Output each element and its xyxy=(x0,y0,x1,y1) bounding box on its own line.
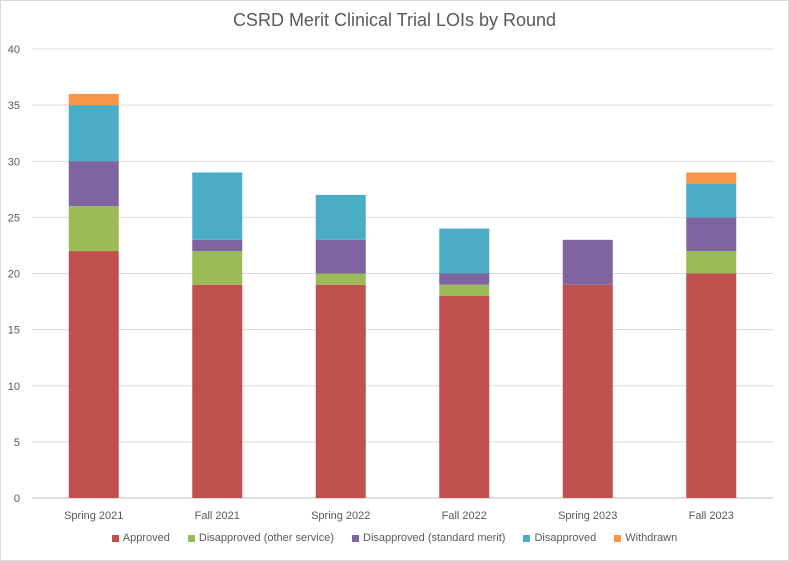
bar-segment-disapproved-other-service xyxy=(192,251,243,285)
bar-segment-withdrawn xyxy=(68,93,119,106)
legend-swatch xyxy=(111,534,119,542)
bar-segment-disapproved xyxy=(439,228,490,274)
bar-segment-disapproved xyxy=(192,172,243,240)
y-axis-ticks: 0 5 10 15 20 25 30 35 40 xyxy=(8,44,20,505)
bar-segment-approved xyxy=(562,284,613,498)
legend-item: Disapproved (other service) xyxy=(187,532,335,544)
y-tick-label: 40 xyxy=(8,44,20,56)
bar-segment-disapproved-other-service xyxy=(686,251,737,274)
bar-segment-disapproved xyxy=(68,105,119,162)
bar-segment-approved xyxy=(68,251,119,498)
legend-item: Disapproved (standard merit) xyxy=(352,532,505,544)
gridlines xyxy=(32,48,773,499)
bar-segment-approved xyxy=(315,284,366,498)
x-tick-label: Fall 2023 xyxy=(689,510,734,522)
y-tick-label: 25 xyxy=(8,212,20,224)
bar-segment-disapproved-other-service xyxy=(68,206,119,252)
legend-swatch xyxy=(523,534,531,542)
x-axis-ticks: Spring 2021 Fall 2021 Spring 2022 Fall 2022… xyxy=(64,510,734,522)
bar-segment-disapproved xyxy=(315,194,366,240)
y-tick-label: 5 xyxy=(14,437,20,449)
bar-segment-withdrawn xyxy=(686,172,737,184)
bar-segment-disapproved-standard-merit xyxy=(315,239,366,274)
legend-label: Approved xyxy=(122,532,170,544)
legend-label: Disapproved (other service) xyxy=(198,532,335,544)
bar-segment-disapproved-standard-merit xyxy=(686,217,737,252)
bar-segment-disapproved xyxy=(686,183,737,218)
legend-swatch xyxy=(352,534,360,542)
bar-segment-disapproved-other-service xyxy=(315,273,366,285)
y-tick-label: 10 xyxy=(8,381,20,393)
chart-title: CSRD Merit Clinical Trial LOIs by Round xyxy=(232,10,557,30)
bar-segment-approved xyxy=(192,284,243,498)
y-tick-label: 15 xyxy=(8,325,20,337)
x-tick-label: Spring 2022 xyxy=(311,510,370,522)
bar-segment-disapproved-other-service xyxy=(439,284,490,296)
y-tick-label: 30 xyxy=(8,156,20,168)
y-tick-label: 20 xyxy=(8,269,20,281)
legend-label: Withdrawn xyxy=(625,532,678,544)
x-tick-label: Spring 2021 xyxy=(64,510,123,522)
legend-label: Disapproved (standard merit) xyxy=(363,532,506,544)
x-tick-label: Fall 2022 xyxy=(442,510,487,522)
legend-item: Approved xyxy=(111,532,170,544)
bar-segment-disapproved-standard-merit xyxy=(68,161,119,207)
bar-segment-disapproved-standard-merit xyxy=(562,239,613,285)
bar-segment-approved xyxy=(686,273,737,498)
x-tick-label: Spring 2023 xyxy=(558,510,617,522)
legend-swatch xyxy=(614,534,622,542)
legend-swatch xyxy=(187,534,195,542)
legend-item: Disapproved xyxy=(523,532,596,544)
legend-label: Disapproved xyxy=(534,532,597,544)
y-tick-label: 0 xyxy=(14,493,20,505)
x-tick-label: Fall 2021 xyxy=(195,510,240,522)
bars xyxy=(68,93,737,498)
y-tick-label: 35 xyxy=(8,100,20,112)
bar-segment-approved xyxy=(439,295,490,498)
bar-segment-disapproved-standard-merit xyxy=(192,239,243,252)
legend: Approved Disapproved (other service) Disap… xyxy=(0,532,789,544)
bar-segment-disapproved-standard-merit xyxy=(439,273,490,285)
legend-item: Withdrawn xyxy=(614,532,677,544)
